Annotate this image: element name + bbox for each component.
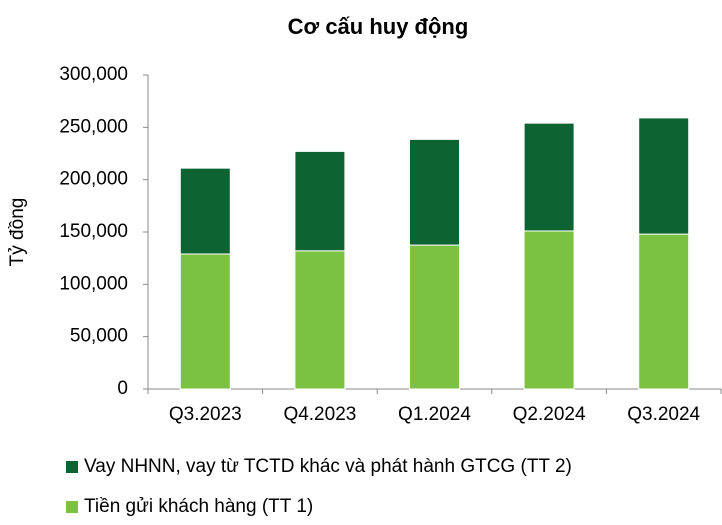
y-tick-label: 300,000 bbox=[59, 64, 128, 85]
legend-label: Tiền gửi khách hàng (TT 1) bbox=[84, 496, 313, 517]
x-tick-label: Q1.2024 bbox=[398, 404, 471, 425]
legend-swatch bbox=[66, 501, 78, 513]
x-tick-label: Q3.2023 bbox=[169, 404, 242, 425]
bar-segment bbox=[294, 150, 346, 252]
bar-segment bbox=[294, 250, 346, 390]
y-tick-label: 200,000 bbox=[59, 169, 128, 190]
x-tick-label: Q3.2024 bbox=[627, 404, 700, 425]
y-tick-label: 250,000 bbox=[59, 116, 128, 137]
y-tick-label: 50,000 bbox=[70, 326, 128, 347]
x-tick-label: Q2.2024 bbox=[513, 404, 586, 425]
bar-segment bbox=[179, 253, 231, 390]
bar-segment bbox=[409, 244, 460, 390]
y-tick-label: 150,000 bbox=[59, 221, 128, 242]
legend-swatch bbox=[66, 461, 78, 473]
bar-segment bbox=[179, 167, 231, 255]
legend-label: Vay NHNN, vay từ TCTD khác và phát hành … bbox=[84, 456, 572, 477]
bar-segment bbox=[409, 138, 460, 246]
bar-segment bbox=[523, 230, 575, 390]
bar-segment bbox=[638, 233, 690, 390]
y-axis-label: Tỷ đồng bbox=[7, 198, 28, 267]
bar-segment bbox=[523, 122, 575, 232]
y-tick-label: 100,000 bbox=[59, 273, 128, 294]
y-tick-label: 0 bbox=[117, 378, 128, 399]
chart-title: Cơ cấu huy động bbox=[288, 14, 469, 39]
x-tick-label: Q4.2023 bbox=[283, 404, 356, 425]
bar-segment bbox=[638, 117, 690, 235]
